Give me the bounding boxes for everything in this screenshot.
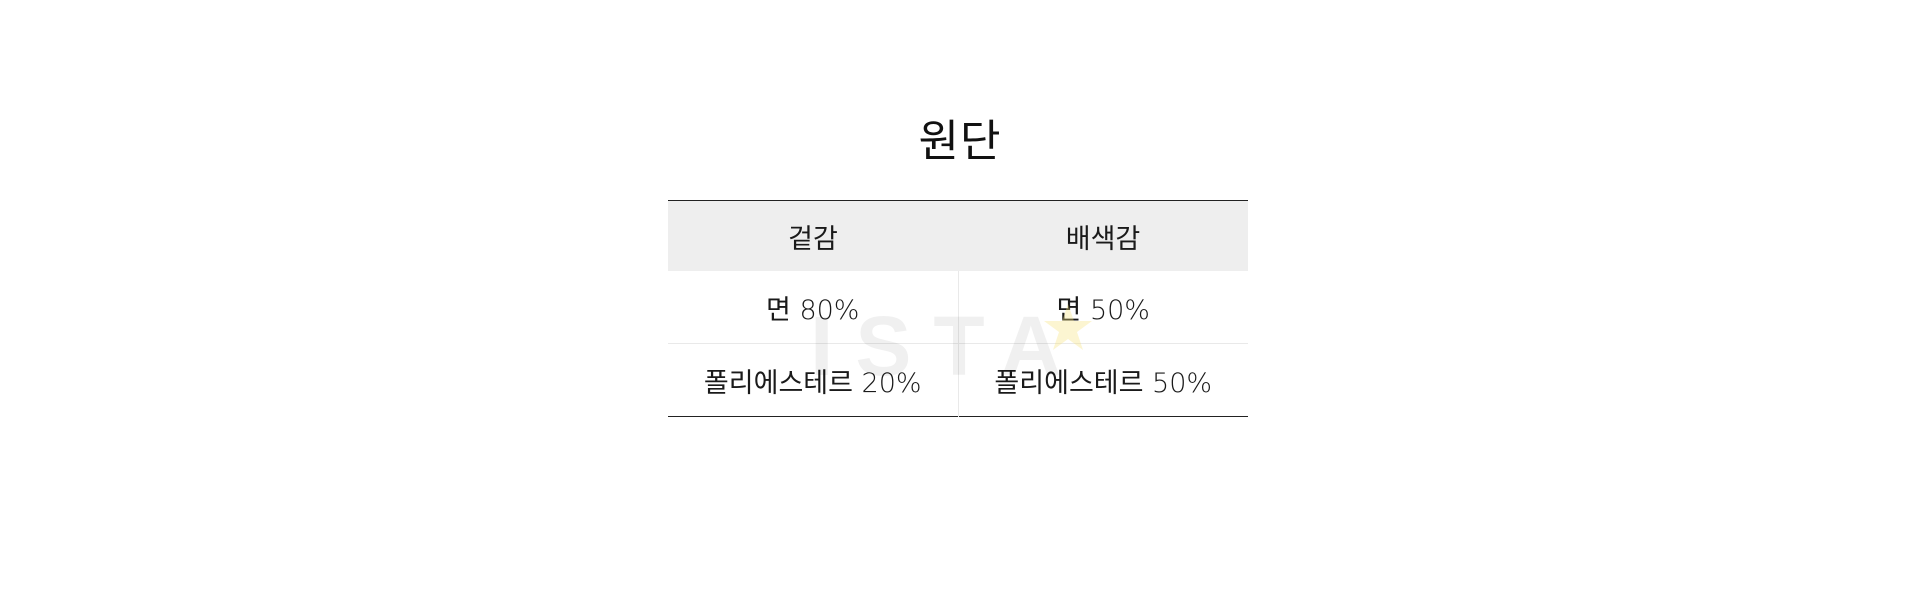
table-header: 겉감 배색감 (668, 200, 1248, 271)
header-contrast-fabric: 배색감 (958, 200, 1248, 271)
table-row: 폴리에스테르 20% 폴리에스테르 50% (668, 343, 1248, 417)
fabric-table: 겉감 배색감 면 80% 면 50% 폴리에스테르 20% 폴리에스테르 50% (668, 200, 1248, 417)
header-outer-fabric: 겉감 (668, 200, 958, 271)
table-row: 면 80% 면 50% (668, 271, 1248, 344)
section-title: 원단 (918, 116, 1002, 167)
table-cell: 폴리에스테르 50% (994, 367, 1213, 399)
table-cell: 폴리에스테르 20% (668, 343, 959, 417)
table-body: 면 80% 면 50% 폴리에스테르 20% 폴리에스테르 50% (668, 271, 1248, 417)
table-cell: 면 50% (958, 271, 1248, 344)
table-cell: 면 80% (668, 271, 959, 344)
table-header-row: 겉감 배색감 (668, 200, 1248, 271)
